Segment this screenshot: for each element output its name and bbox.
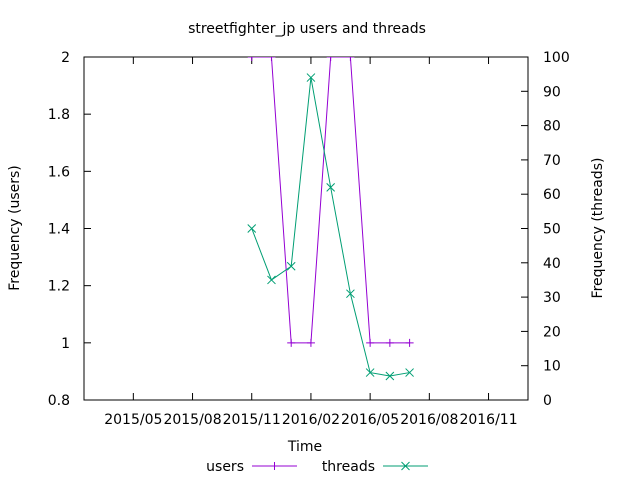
y-left-tick-label: 1.8	[48, 107, 70, 123]
legend-label-users: users	[206, 459, 244, 475]
y-right-tick-label: 20	[543, 324, 561, 340]
y-left-tick-label: 1.4	[48, 222, 70, 238]
y-right-tick-label: 30	[543, 290, 561, 306]
legend-marker-users	[270, 462, 279, 470]
y-right-tick-label: 70	[543, 153, 561, 169]
data-point-threads	[385, 371, 395, 381]
data-point-threads	[247, 224, 257, 233]
y-right-tick-label: 50	[543, 222, 561, 238]
y-left-tick-label: 1.2	[48, 279, 70, 295]
data-point-threads	[267, 275, 276, 285]
legend-marker-glyph	[270, 462, 279, 470]
y-right-tick-label: 40	[543, 256, 561, 272]
x-tick-label: 2016/11	[459, 412, 517, 428]
x-tick-label: 2015/08	[163, 412, 221, 428]
y-right-tick-label: 80	[543, 119, 561, 135]
y-left-tick-label: 1.6	[48, 164, 70, 180]
data-point-users	[326, 57, 335, 61]
data-point-threads	[346, 289, 355, 299]
y-right-tick-label: 10	[543, 359, 561, 375]
y-axis-left-label: Frequency (users)	[7, 165, 23, 291]
chart-title: streetfighter_jp users and threads	[188, 21, 426, 37]
y-left-tick-label: 1	[61, 336, 70, 352]
data-point-users	[385, 338, 394, 347]
series-line-users	[251, 57, 410, 344]
data-point-users	[306, 338, 315, 347]
y-right-tick-label: 90	[543, 84, 561, 100]
x-tick-label: 2016/08	[400, 412, 458, 428]
data-point-threads	[405, 368, 414, 377]
legend-marker-threads	[401, 461, 410, 471]
y-right-tick-label: 0	[543, 393, 552, 409]
y-left-tick-label: 0.8	[48, 393, 70, 409]
data-point-users	[267, 57, 276, 61]
data-point-threads	[306, 73, 316, 82]
x-tick-label: 2016/05	[341, 412, 399, 428]
series-users	[247, 57, 414, 347]
data-point-users	[366, 338, 375, 347]
legend-label-threads: threads	[322, 459, 375, 475]
x-tick-label: 2016/02	[282, 412, 340, 428]
x-axis-label: Time	[287, 439, 322, 455]
y-left-tick-label: 2	[61, 50, 70, 66]
x-tick-label: 2015/05	[104, 412, 162, 428]
y-right-tick-label: 100	[543, 50, 570, 66]
legend-marker-glyph	[401, 461, 410, 471]
data-point-users	[346, 57, 355, 61]
y-axis-right-label: Frequency (threads)	[590, 158, 606, 299]
data-point-threads	[326, 182, 336, 192]
data-point-users	[405, 338, 414, 347]
data-point-threads	[286, 261, 296, 271]
data-point-threads	[365, 368, 375, 377]
y-right-tick-label: 60	[543, 187, 561, 203]
data-point-users	[287, 338, 296, 347]
x-tick-label: 2015/11	[223, 412, 281, 428]
series-threads	[247, 73, 414, 381]
data-point-users	[247, 57, 256, 61]
